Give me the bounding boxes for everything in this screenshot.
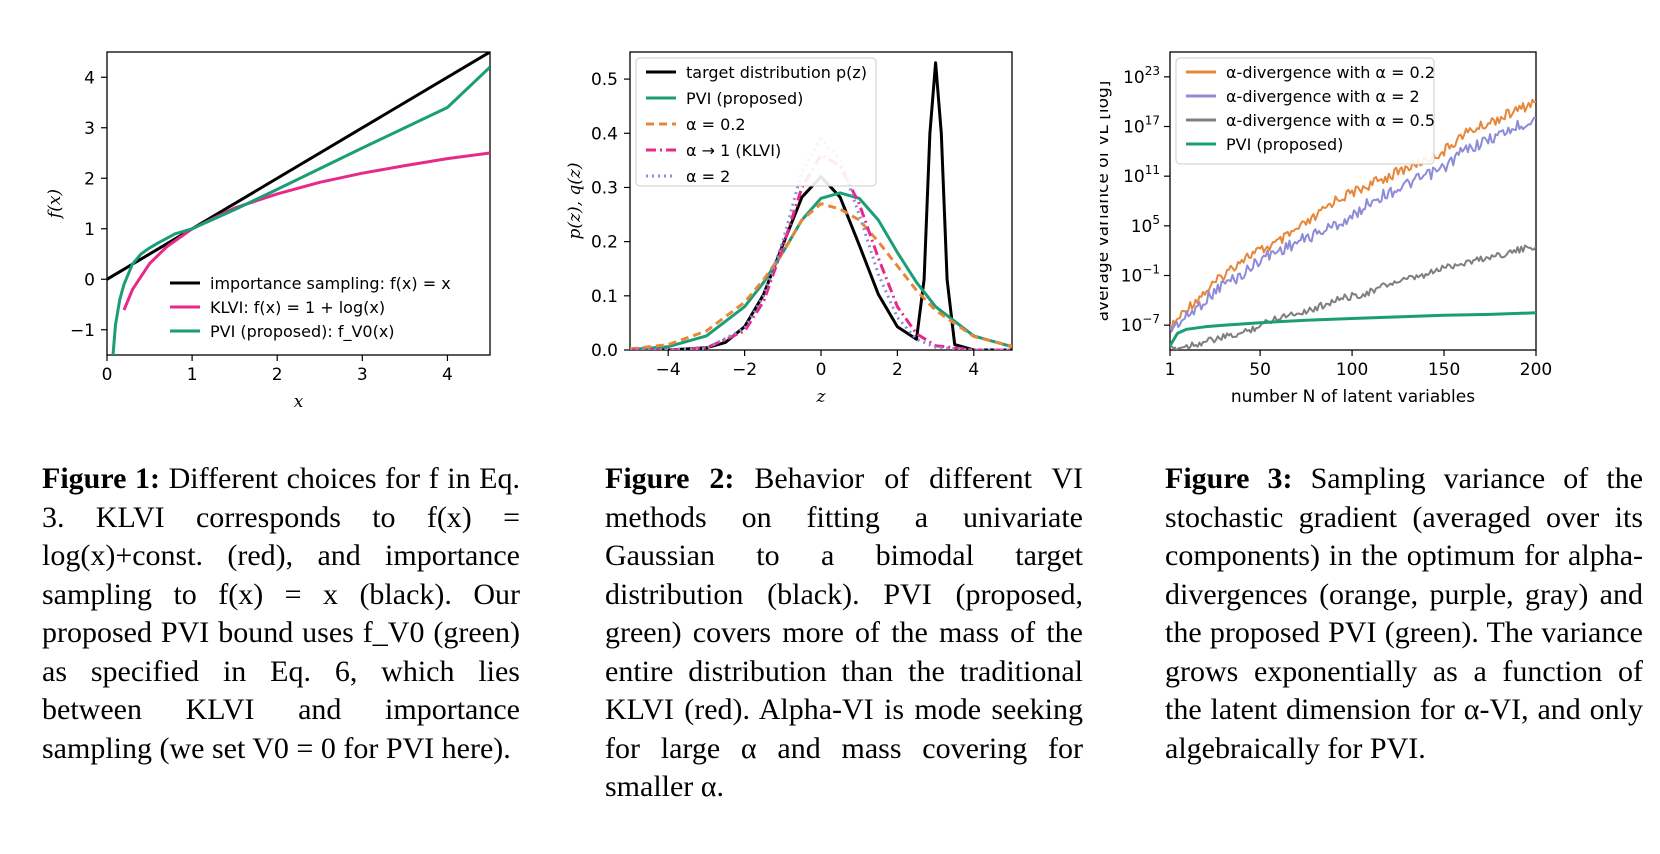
- y-tick-label: 10−7: [1121, 312, 1160, 336]
- x-axis-label: x: [294, 392, 304, 412]
- legend-label: PVI (proposed): [1226, 135, 1343, 154]
- figure-2-caption-text: Behavior of different VI methods on fitt…: [605, 462, 1083, 803]
- x-tick-label: 200: [1520, 360, 1552, 380]
- x-tick-label: 0: [102, 365, 113, 385]
- legend-label: importance sampling: f(x) = x: [210, 274, 451, 293]
- legend-label: PVI (proposed): [686, 89, 803, 108]
- figure-3-caption-label: Figure 3:: [1165, 462, 1293, 495]
- figure-1-chart: 0 1 2 3 4 −1 0 1 2 3 4 x f(x) importance sampling: f(…: [45, 51, 491, 412]
- figure-1-caption-label: Figure 1:: [42, 462, 161, 495]
- x-tick-label: 3: [357, 365, 368, 385]
- x-tick-label: 1: [187, 365, 198, 385]
- x-tick-label: 150: [1428, 360, 1460, 380]
- plot-frame: [1169, 51, 1537, 351]
- legend-label: α → 1 (KLVI): [686, 141, 781, 160]
- x-tick-label: 2: [272, 365, 283, 385]
- y-tick-label: 0.4: [591, 124, 618, 144]
- y-axis-label: average variance of ∇L̃ [log]: [1100, 81, 1113, 322]
- y-tick-label: 1017: [1123, 114, 1160, 138]
- figure-3-chart: 1 50 100 150 20010231017101110510−110−7numbe…: [1092, 51, 1552, 407]
- x-tick-label: 4: [968, 360, 979, 380]
- series-line-0: [107, 52, 490, 281]
- x-tick-label: 100: [1336, 360, 1368, 380]
- plot-frame: [106, 51, 491, 356]
- legend-label: α = 0.2: [686, 115, 746, 134]
- y-tick-label: 0: [84, 270, 95, 290]
- legend-label: α-divergence with α = 2: [1226, 87, 1420, 106]
- figure-2-chart: −4 −2 0 2 4 0.0 0.1 0.2 0.3 0.4 0.5 z p(z), q(z) targ…: [565, 51, 1013, 407]
- figure-1-panel: 0 1 2 3 4 −1 0 1 2 3 4 x f(x) importance sampling: f(…: [0, 0, 540, 445]
- x-tick-label: −4: [656, 360, 681, 380]
- y-tick-label: 1011: [1123, 163, 1160, 187]
- series-line-2: [111, 66, 490, 355]
- figure-2-panel: −4 −2 0 2 4 0.0 0.1 0.2 0.3 0.4 0.5 z p(z), q(z) targ…: [560, 0, 1100, 445]
- figure-3-caption: Figure 3: Sampling variance of the stoch…: [1165, 460, 1643, 768]
- x-axis-label: z: [816, 387, 827, 407]
- series-line-0: [1170, 98, 1536, 333]
- y-tick-label: 4: [84, 68, 95, 88]
- y-tick-label: 0.2: [591, 233, 618, 253]
- y-tick-label: 3: [84, 119, 95, 139]
- x-tick-label: 50: [1249, 360, 1271, 380]
- y-axis-label: p(z), q(z): [565, 162, 585, 239]
- legend-label: target distribution p(z): [686, 63, 867, 82]
- legend-box: [635, 57, 877, 187]
- y-tick-label: 0.0: [591, 341, 618, 361]
- y-axis-label: f(x): [45, 189, 65, 220]
- y-tick-label: −1: [70, 321, 95, 341]
- series-line-2: [630, 202, 1012, 350]
- legend-label: α = 2: [686, 167, 730, 186]
- y-tick-label: 0.3: [591, 178, 618, 198]
- x-axis-label: number N of latent variables: [1231, 387, 1475, 407]
- legend-label: α-divergence with α = 0.2: [1226, 63, 1435, 82]
- figure-3-caption-text: Sampling variance of the stochastic grad…: [1165, 462, 1644, 765]
- legend-box: [1175, 57, 1435, 165]
- series-line-2: [1170, 244, 1536, 350]
- legend-label: KLVI: f(x) = 1 + log(x): [210, 298, 385, 317]
- y-tick-label: 2: [84, 169, 95, 189]
- x-tick-label: 0: [816, 360, 827, 380]
- x-tick-label: −2: [732, 360, 757, 380]
- series-line-1: [630, 191, 1012, 350]
- figure-2-caption: Figure 2: Behavior of different VI metho…: [605, 460, 1083, 807]
- series-group: [107, 52, 490, 355]
- legend-label: α-divergence with α = 0.5: [1226, 111, 1435, 130]
- figure-1-caption-text: Different choices for f in Eq. 3. KLVI c…: [42, 462, 521, 765]
- y-tick-label: 105: [1131, 213, 1160, 237]
- y-tick-label: 0.5: [591, 70, 618, 90]
- x-tick-label: 4: [442, 365, 453, 385]
- series-line-1: [1170, 116, 1536, 332]
- legend-label: PVI (proposed): f_V0(x): [210, 322, 395, 342]
- y-tick-label: 0.1: [591, 287, 618, 307]
- series-group: [1170, 98, 1536, 350]
- y-tick-label: 10−1: [1121, 263, 1160, 287]
- figure-3-panel: 1 50 100 150 200 1023 1017 1011 105 10−1 10−7 numbe…: [1092, 0, 1660, 445]
- y-tick-label: 1: [84, 220, 95, 240]
- figure-1-caption: Figure 1: Different choices for f in Eq.…: [42, 460, 520, 768]
- y-tick-label: 1023: [1123, 64, 1160, 88]
- x-tick-label: 1: [1165, 360, 1176, 380]
- x-tick-label: 2: [892, 360, 903, 380]
- figure-2-caption-label: Figure 2:: [605, 462, 735, 495]
- series-line-3: [1170, 311, 1536, 347]
